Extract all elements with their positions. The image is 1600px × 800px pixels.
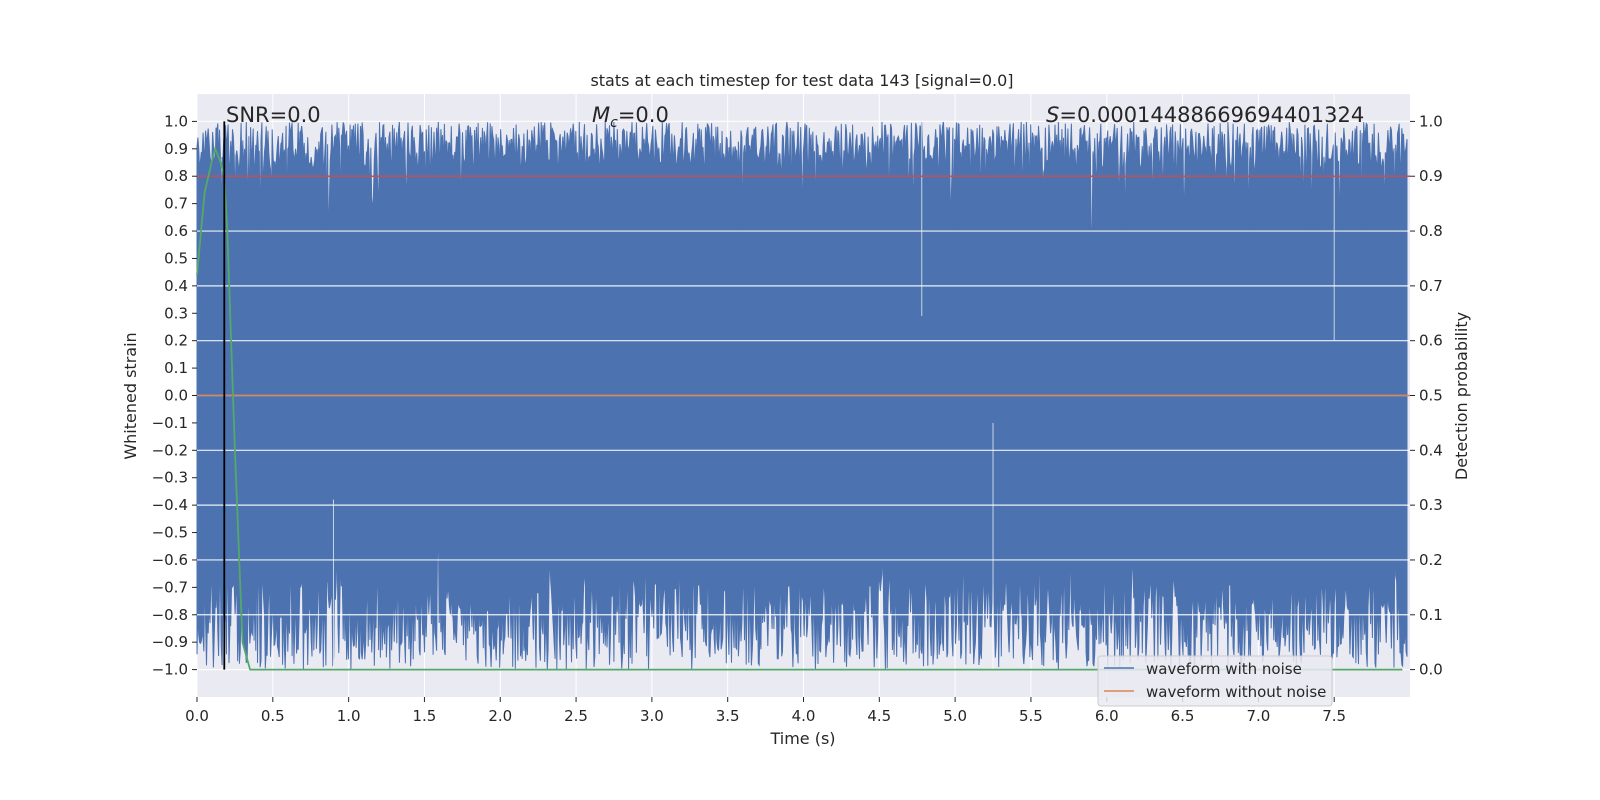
y-tick-label: 0.9 [164,140,188,158]
x-tick-label: 7.0 [1246,707,1270,725]
y-tick-label: 0.8 [164,167,188,185]
y-tick-label: −0.8 [152,606,188,624]
y-right-tick-label: 0.5 [1419,387,1443,405]
snr-annotation: SNR=0.0 [226,103,321,127]
x-tick-label: 3.0 [640,707,664,725]
y-right-tick-label: 1.0 [1419,112,1443,130]
s-annotation: S=0.00014488669694401324 [1046,103,1364,127]
axis-ticks: 0.0 0.5 1.0 1.5 2.0 2.5 3.0 3.5 4.0 4.5 5.0 5.5 6.0 6… [152,112,1443,725]
x-tick-label: 1.5 [413,707,437,725]
x-tick-label: 4.0 [792,707,816,725]
x-tick-label: 4.5 [867,707,891,725]
y-tick-label: 0.3 [164,304,188,322]
y-tick-label: 0.6 [164,222,188,240]
x-axis-label: Time (s) [769,729,835,748]
x-tick-label: 5.0 [943,707,967,725]
y-tick-label: −0.9 [152,633,188,651]
y-right-tick-label: 0.6 [1419,332,1443,350]
y-right-tick-label: 0.7 [1419,277,1443,295]
y-tick-label: 0.4 [164,277,188,295]
y-tick-label: 0.7 [164,195,188,213]
chirp-mass-subscript: c [610,115,618,131]
x-tick-label: 2.0 [488,707,512,725]
y-right-tick-label: 0.4 [1419,441,1443,459]
x-tick-label: 3.5 [716,707,740,725]
y-tick-label: −0.4 [152,496,188,514]
x-tick-label: 0.0 [185,707,209,725]
y-right-tick-label: 0.8 [1419,222,1443,240]
chart-title: stats at each timestep for test data 143… [590,71,1013,90]
y-right-tick-label: 0.1 [1419,606,1443,624]
y-right-tick-label: 0.3 [1419,496,1443,514]
legend-label-clean: waveform without noise [1146,683,1326,701]
y-right-tick-label: 0.2 [1419,551,1443,569]
y-tick-label: 1.0 [164,112,188,130]
x-tick-label: 1.0 [337,707,361,725]
y-tick-label: 0.0 [164,387,188,405]
s-symbol: S [1046,103,1059,127]
y-tick-label: 0.5 [164,249,188,267]
y-tick-label: −0.1 [152,414,188,432]
chirp-mass-symbol: M [592,103,610,127]
y-tick-label: −0.6 [152,551,188,569]
legend: waveform with noise waveform without noi… [1097,655,1333,707]
y-tick-label: 0.1 [164,359,188,377]
legend-label-noise: waveform with noise [1146,660,1302,678]
x-tick-label: 6.0 [1095,707,1119,725]
y-tick-label: −0.7 [152,578,188,596]
y-tick-label: −1.0 [152,661,188,679]
y-right-tick-label: 0.9 [1419,167,1443,185]
y-tick-label: 0.2 [164,332,188,350]
chirp-mass-annotation: Mc=0.0 [592,103,669,131]
x-tick-label: 2.5 [564,707,588,725]
x-tick-label: 7.5 [1322,707,1346,725]
y-right-tick-label: 0.0 [1419,661,1443,679]
y-tick-label: −0.3 [152,469,188,487]
y-axis-label: Whitened strain [121,332,140,459]
y-tick-label: −0.2 [152,441,188,459]
x-tick-label: 0.5 [261,707,285,725]
s-value: =0.00014488669694401324 [1059,103,1364,127]
x-tick-label: 5.5 [1019,707,1043,725]
y-axis-right-label: Detection probability [1452,312,1471,480]
chirp-mass-value: =0.0 [618,103,669,127]
detection-probability-line [196,146,1403,671]
y-tick-label: −0.5 [152,524,188,542]
overlay-lines [196,121,1410,671]
legend-box [1097,655,1333,707]
x-tick-label: 6.5 [1171,707,1195,725]
